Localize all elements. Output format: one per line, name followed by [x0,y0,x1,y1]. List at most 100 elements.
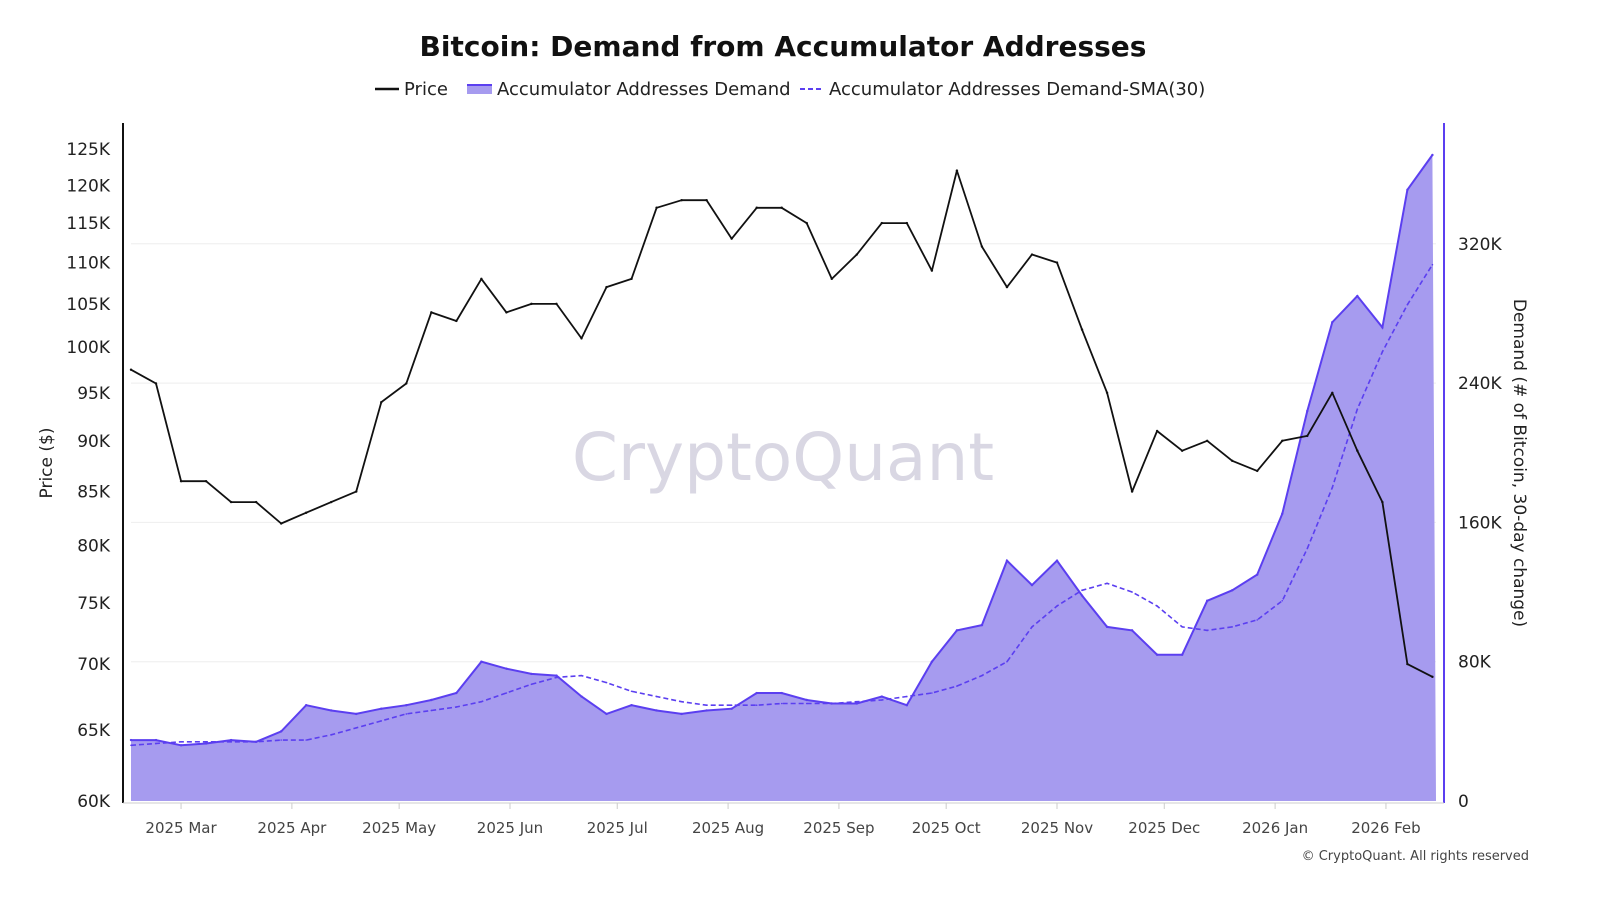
sma-point [705,704,708,707]
demand-point [1155,653,1159,656]
left-tick-label: 70K [77,655,111,675]
demand-point [1331,320,1334,324]
demand-point [1055,559,1059,562]
price-point [655,206,658,209]
demand-point [304,704,308,707]
price-point [279,522,283,525]
price-point [1130,490,1134,493]
sma-point [881,699,883,701]
left-tick-label: 80K [77,536,111,556]
sma-point [380,720,383,722]
sma-point [1181,626,1183,628]
right-tick-label: 0 [1458,792,1469,812]
sma-point [1106,582,1108,585]
price-point [605,285,608,289]
price-point [1030,253,1034,256]
sma-point [1056,605,1058,607]
sma-point [730,704,733,707]
sma-point [1131,591,1133,593]
sma-point [530,683,533,686]
right-tick-label: 320K [1458,235,1502,255]
demand-point [980,623,984,627]
sma-point [255,740,257,743]
left-tick-label: 75K [77,594,111,614]
demand-point [455,691,458,695]
demand-point [805,698,808,702]
data-points [129,153,1434,747]
sma-point [906,695,908,698]
price-point [1005,285,1009,289]
sma-point [1381,350,1384,353]
sma-point [555,676,558,679]
price-point [755,206,758,209]
sma-point [680,700,683,703]
sma-point [280,739,282,741]
price-point [1256,469,1259,473]
sma-point [931,692,933,694]
x-tick-label: 2025 Dec [1128,819,1200,837]
sma-point [505,692,508,694]
price-point [179,480,183,483]
price-point [880,221,884,225]
legend-label-sma[interactable]: Accumulator Addresses Demand-SMA(30) [829,79,1205,100]
demand-point [1180,653,1184,656]
demand-point [380,707,383,710]
left-tick-label: 60K [77,792,111,812]
price-point [1180,449,1184,452]
x-tick-label: 2025 Sep [803,819,874,837]
sma-point [1156,605,1158,607]
sma-point [305,739,307,741]
demand-point [129,738,133,742]
sma-point [1256,619,1259,621]
right-axis-ticks: 0 80K 160K 240K 320K [1458,235,1502,812]
legend-label-demand[interactable]: Accumulator Addresses Demand [497,79,791,100]
demand-point [1256,573,1259,576]
demand-point [1381,326,1384,329]
sma-point [805,702,808,705]
demand-point [855,702,858,705]
demand-point [1406,188,1409,192]
price-point [254,500,258,504]
right-tick-label: 80K [1458,653,1492,673]
x-tick-label: 2025 Oct [912,819,981,837]
demand-point [355,712,358,716]
sma-point [1006,660,1008,663]
price-point [580,337,583,340]
left-axis-ticks: 60K 65K 70K 75K 80K 85K 90K 95K 100K 105K 110K 115K… [66,140,110,812]
price-point [380,400,383,404]
chart-title: Bitcoin: Demand from Accumulator Address… [420,30,1147,63]
sma-point [1081,589,1083,592]
x-tick-label: 2025 Nov [1021,819,1093,837]
sma-point [355,727,358,729]
price-point [304,511,308,514]
demand-point [555,674,558,677]
sma-point [830,702,833,705]
price-point [1205,439,1209,443]
price-point [1431,675,1434,679]
demand-point [480,660,483,663]
x-axis-ticks: 2025 Mar 2025 Apr 2025 May 2025 Jun 2025 Jul… [145,803,1421,837]
sma-point [455,706,458,708]
price-point [780,206,783,209]
legend-swatch-demand [467,85,492,94]
sma-point [755,704,758,707]
sma-point [1206,629,1208,632]
right-tick-label: 160K [1458,513,1502,533]
demand-point [730,707,733,710]
price-point [1381,500,1384,504]
demand-point [780,691,783,695]
price-point [1231,459,1234,462]
demand-point [1306,409,1309,413]
demand-point [505,667,508,670]
price-point [905,221,909,225]
left-tick-label: 105K [66,295,110,315]
sma-point [981,674,983,677]
sma-point [405,713,408,715]
demand-point [1356,294,1359,298]
price-point [129,368,133,371]
demand-point [1281,512,1284,515]
price-point [1331,391,1334,394]
price-point [930,269,934,272]
legend-label-price[interactable]: Price [404,79,448,100]
left-tick-label: 100K [66,338,110,358]
